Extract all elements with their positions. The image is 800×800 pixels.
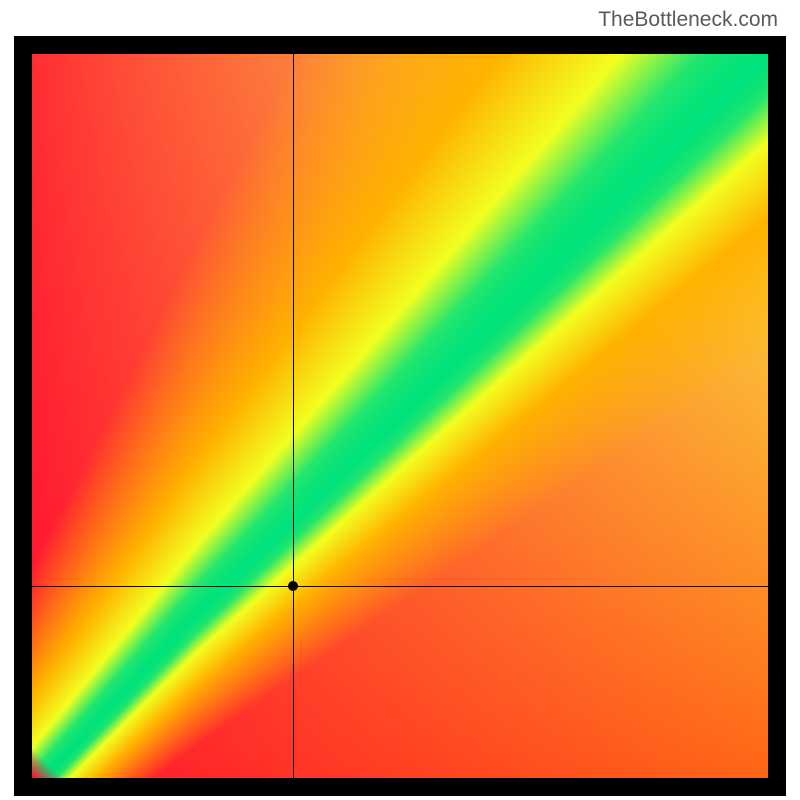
crosshair-horizontal [32,586,768,587]
crosshair-marker [288,581,298,591]
plot-frame [14,36,786,796]
heatmap-canvas [32,54,768,778]
attribution-text: TheBottleneck.com [598,8,778,32]
plot-area [32,54,768,778]
crosshair-vertical [293,54,294,778]
